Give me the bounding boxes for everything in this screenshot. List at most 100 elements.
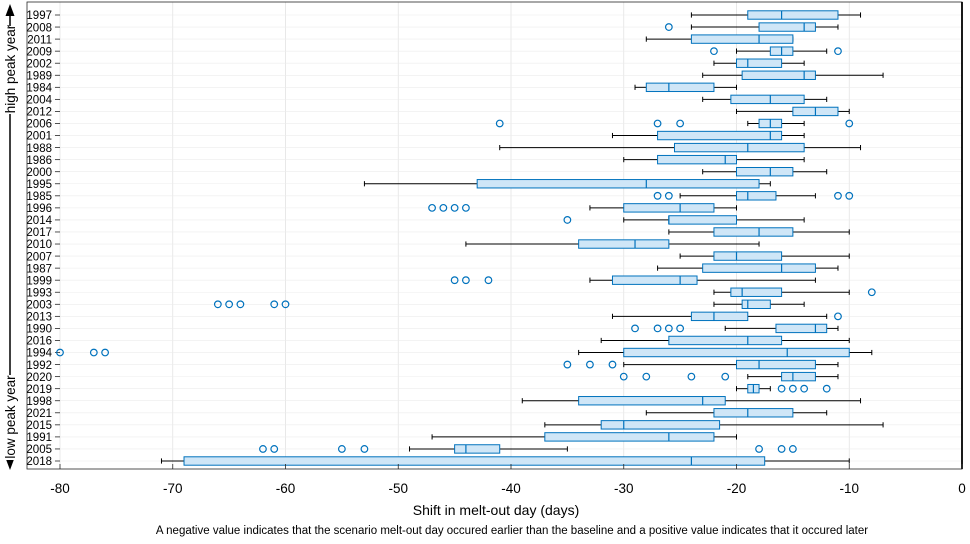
y-tick-label: 1997	[26, 10, 52, 22]
y-tick-label: 2009	[26, 46, 52, 58]
iqr-box	[747, 10, 839, 20]
box-row-2012: 2012	[26, 107, 850, 119]
box-row-2008: 2008	[26, 22, 839, 34]
box-row-2011: 2011	[27, 34, 794, 46]
outlier-point	[563, 216, 572, 224]
box-row-2015: 2015	[26, 420, 884, 432]
outlier-point	[270, 445, 279, 453]
box-row-1997: 1997	[26, 10, 862, 22]
outlier-point	[631, 324, 639, 333]
box-row-1994: 1994	[26, 347, 873, 360]
y-tick-label: 2007	[26, 251, 52, 263]
y-tick-label: 1991	[26, 432, 52, 444]
outlier-point	[608, 360, 617, 369]
iqr-box	[623, 347, 850, 358]
outlier-point	[676, 119, 685, 128]
iqr-box	[775, 323, 828, 334]
y-tick-label: 2020	[26, 372, 52, 384]
down-arrow-icon	[5, 458, 15, 470]
outlier-point	[800, 384, 809, 393]
box-row-1992: 1992	[26, 360, 839, 372]
box-row-1999: 1999	[26, 275, 816, 287]
iqr-box	[183, 456, 766, 466]
y-tick-label: 2015	[26, 420, 52, 432]
y-tick-label: 2003	[26, 299, 52, 311]
box-row-2004: 2004	[26, 94, 828, 107]
outlier-point	[755, 445, 763, 453]
y-tick-label: 2001	[26, 131, 52, 143]
iqr-box	[713, 408, 794, 418]
ylabel-top: high peak year	[3, 24, 18, 113]
outlier-point	[664, 324, 673, 333]
outlier-point	[653, 324, 662, 333]
outlier-point	[834, 312, 842, 321]
box-row-2006: 2006	[26, 119, 854, 131]
box-row-2002: 2002	[26, 58, 805, 70]
y-tick-label: 1995	[26, 179, 52, 191]
outlier-point	[439, 203, 448, 212]
x-tick-label: -30	[614, 481, 634, 496]
outlier-point	[845, 119, 854, 128]
outlier-point	[834, 191, 842, 200]
box-row-2020: 2020	[26, 372, 839, 384]
chart-caption: A negative value indicates that the scen…	[156, 525, 868, 537]
ylabel-top-mask	[3, 26, 17, 114]
box-row-1993: 1993	[26, 287, 876, 299]
outlier-point	[676, 324, 685, 333]
box-row-2005: 2005	[26, 444, 797, 456]
box-row-1990: 1990	[26, 323, 839, 336]
y-axis-annotation: high peak year low peak year	[3, 4, 18, 470]
iqr-box	[544, 432, 715, 442]
box-row-2010: 2010	[26, 239, 760, 251]
x-tick-label: -80	[50, 481, 70, 496]
y-tick-label: 1996	[26, 203, 52, 215]
outlier-point	[213, 300, 222, 309]
outlier-point	[462, 203, 470, 212]
box-row-1991: 1991	[26, 432, 737, 444]
iqr-box	[600, 420, 721, 430]
y-tick-label: 1989	[26, 70, 52, 82]
y-tick-label: 2017	[26, 227, 52, 239]
y-tick-label: 1985	[26, 191, 52, 203]
iqr-box	[736, 58, 783, 68]
y-tick-label: 2004	[26, 95, 52, 107]
y-tick-label: 2019	[26, 384, 52, 396]
iqr-box	[611, 275, 698, 285]
y-tick-label: 1993	[26, 287, 52, 299]
outlier-point	[721, 372, 730, 381]
iqr-box	[702, 263, 816, 273]
y-tick-label: 2002	[26, 58, 52, 70]
y-tick-label: 2016	[26, 336, 52, 348]
x-axis-label: Shift in melt-out day (days)	[413, 502, 580, 518]
ylabel-bottom: low peak year	[3, 375, 18, 459]
outlier-point	[337, 445, 346, 453]
y-tick-label: 1994	[26, 348, 52, 360]
y-tick-label: 1999	[26, 275, 52, 287]
box-row-2000: 2000	[26, 167, 828, 179]
iqr-box	[645, 82, 715, 93]
outlier-point	[653, 119, 662, 128]
x-tick-label: -60	[276, 481, 296, 496]
box-row-1988: 1988	[26, 142, 862, 155]
iqr-box	[673, 142, 805, 153]
iqr-box	[730, 94, 805, 105]
iqr-box	[657, 154, 738, 165]
iqr-box	[578, 396, 726, 406]
y-tick-label: 1987	[26, 263, 52, 275]
box-row-2001: 2001	[26, 131, 805, 143]
y-tick-label: 2021	[26, 408, 52, 420]
iqr-box	[623, 203, 715, 213]
outlier-point	[710, 47, 718, 56]
outlier-point	[225, 300, 234, 309]
box-row-2007: 2007	[26, 251, 850, 263]
outlier-point	[56, 348, 64, 357]
iqr-box	[578, 239, 670, 249]
outlier-point	[563, 360, 572, 369]
outlier-point	[428, 203, 436, 212]
iqr-box	[741, 70, 816, 80]
iqr-box	[668, 215, 737, 225]
outlier-point	[845, 191, 854, 200]
iqr-box	[730, 287, 783, 297]
outlier-point	[270, 300, 279, 309]
